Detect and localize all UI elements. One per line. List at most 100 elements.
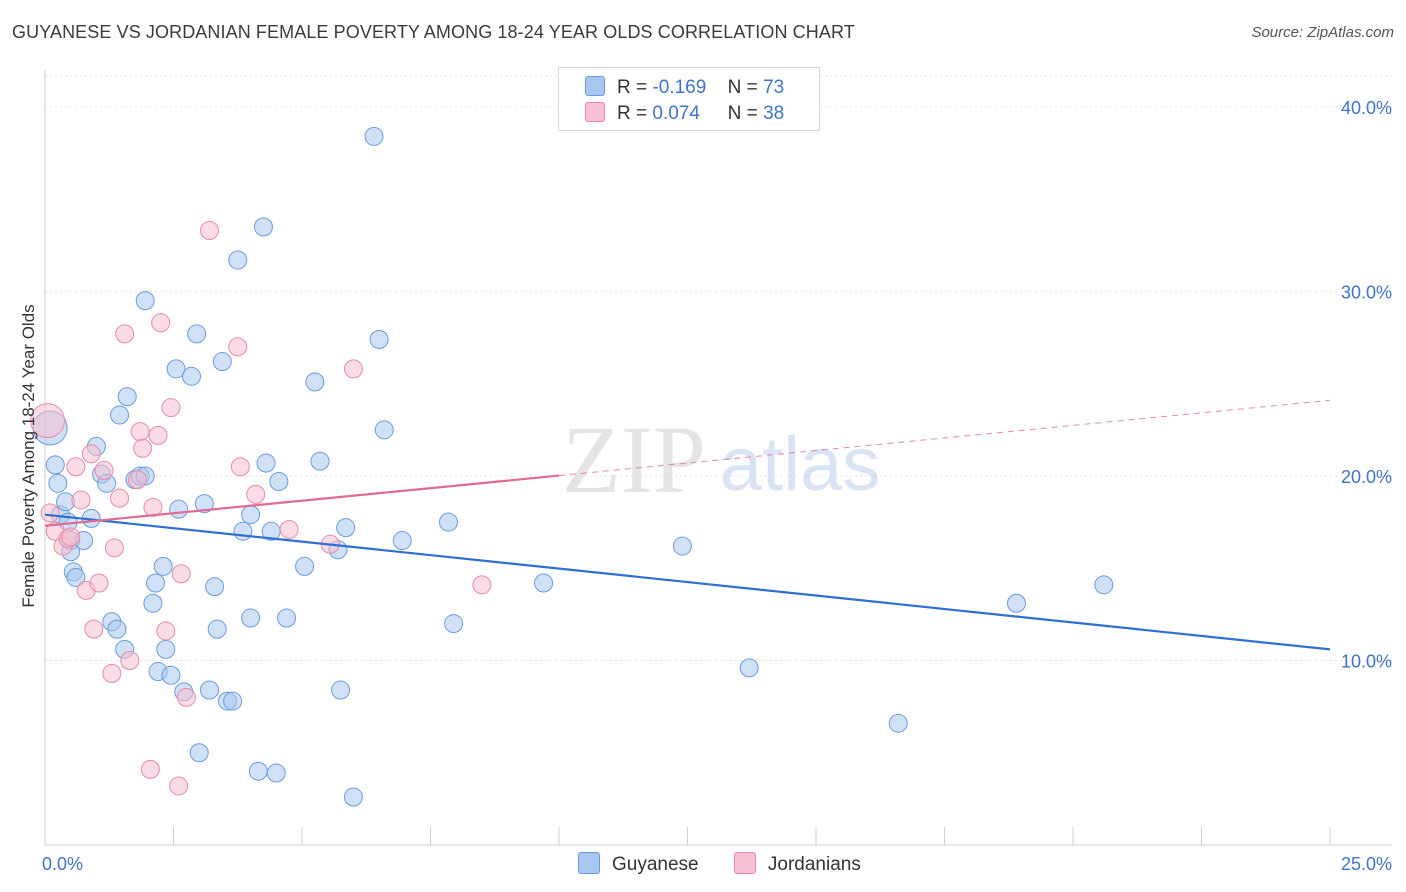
guyanese-point-9 (66, 567, 86, 587)
jordanians-point-11 (89, 573, 109, 593)
jordanians-point-17 (120, 650, 140, 670)
jordanians-point-29 (176, 687, 196, 707)
guyanese-point-27 (153, 556, 173, 576)
guyanese-point-52 (269, 471, 289, 491)
guyanese-point-30 (166, 359, 186, 379)
x-tick-label-max: 25.0% (1341, 854, 1392, 874)
y-tick-label-3: 40.0% (1341, 98, 1392, 118)
n-value-guyanese: 73 (763, 77, 785, 98)
jordanians-point-13 (102, 663, 122, 683)
guyanese-point-25 (146, 573, 166, 593)
jordanians-point-27 (169, 776, 189, 796)
guyanese-point-64 (392, 531, 412, 551)
guyanese-point-54 (295, 556, 315, 576)
jordanians-point-7 (71, 490, 91, 510)
jordanians-point-19 (130, 422, 150, 442)
series-jordanians-points (30, 221, 492, 796)
guyanese-point-31 (169, 499, 189, 519)
series-legend: Guyanese Jordanians (578, 852, 891, 876)
jordanians-point-30 (199, 221, 219, 241)
legend-label-jordanians: Jordanians (767, 854, 861, 875)
jordanians-point-23 (148, 425, 168, 445)
y-axis-label: Female Poverty Among 18-24 Year Olds (19, 304, 38, 607)
guyanese-point-66 (444, 614, 464, 634)
guyanese-point-2 (48, 473, 68, 493)
guyanese-point-72 (1094, 575, 1114, 595)
r-label: R = (617, 103, 648, 124)
jordanians-point-14 (104, 538, 124, 558)
guyanese-point-36 (194, 494, 214, 514)
guyanese-point-37 (199, 680, 219, 700)
guyanese-point-62 (369, 329, 389, 349)
jordanians-point-12 (94, 460, 114, 480)
legend-item-jordanians: Jordanians (733, 852, 861, 876)
guyanese-swatch (585, 76, 605, 96)
guyanese-point-24 (143, 593, 163, 613)
n-label: N = (727, 77, 758, 98)
jordanians-point-0 (30, 403, 66, 439)
guyanese-point-71 (1006, 593, 1026, 613)
jordanians-point-10 (84, 619, 104, 639)
y-tick-label-1: 20.0% (1341, 467, 1392, 487)
jordanians-point-25 (156, 621, 176, 641)
jordanians-point-33 (246, 484, 266, 504)
guyanese-point-19 (117, 387, 137, 407)
r-value-jordanians: 0.074 (652, 103, 700, 124)
jordanians-point-24 (151, 313, 171, 333)
guyanese-point-45 (241, 608, 261, 628)
x-tick-label-min: 0.0% (42, 854, 83, 874)
guyanese-point-1 (45, 455, 65, 475)
guyanese-point-28 (156, 639, 176, 659)
n-value-jordanians: 38 (763, 103, 785, 124)
y-tick-label-0: 10.0% (1341, 651, 1392, 671)
source-label: Source: ZipAtlas.com (1251, 24, 1394, 41)
jordanians-point-28 (171, 564, 191, 584)
jordanians-point-31 (228, 337, 248, 357)
gridlines (45, 75, 1392, 661)
jordanians-point-18 (128, 470, 148, 490)
correlation-legend: R = -0.169 N = 73 R = 0.074 N = 38 (558, 67, 820, 131)
jordanians-point-32 (230, 457, 250, 477)
guyanese-point-44 (233, 521, 253, 541)
y-tick-label-2: 30.0% (1341, 282, 1392, 302)
jordanians-trendline-dashed (558, 399, 1331, 477)
guyanese-point-59 (336, 518, 356, 538)
watermark-zip: ZIP (562, 406, 706, 513)
guyanese-point-47 (248, 761, 268, 781)
guyanese-point-48 (253, 217, 273, 237)
guyanese-point-16 (107, 619, 127, 639)
watermark-atlas: atlas (720, 422, 881, 507)
jordanians-point-6 (66, 457, 86, 477)
jordanians-swatch (733, 852, 756, 874)
jordanians-point-15 (110, 488, 130, 508)
trendlines (44, 399, 1331, 651)
guyanese-point-51 (266, 763, 286, 783)
jordanians-point-34 (279, 519, 299, 539)
guyanese-point-43 (228, 250, 248, 270)
guyanese-point-67 (534, 573, 554, 593)
r-value-guyanese: -0.169 (652, 77, 707, 98)
guyanese-swatch (578, 852, 600, 874)
guyanese-point-35 (189, 743, 209, 763)
legend-row-jordanians: R = 0.074 N = 38 (585, 102, 784, 126)
guyanese-trendline (44, 513, 1331, 651)
legend-label-guyanese: Guyanese (612, 854, 699, 875)
jordanians-swatch (585, 102, 605, 122)
chart-title: GUYANESE VS JORDANIAN FEMALE POVERTY AMO… (12, 22, 855, 42)
guyanese-point-42 (223, 691, 243, 711)
jordanians-point-1 (40, 503, 60, 523)
guyanese-point-69 (739, 658, 759, 678)
guyanese-point-33 (181, 366, 201, 386)
jordanians-point-36 (343, 359, 363, 379)
series-guyanese-points (32, 126, 1114, 807)
jordanians-point-5 (61, 527, 81, 547)
jordanians-point-20 (133, 438, 153, 458)
guyanese-point-55 (305, 372, 325, 392)
guyanese-point-49 (256, 453, 276, 473)
n-label: N = (727, 103, 758, 124)
guyanese-point-38 (205, 577, 225, 597)
guyanese-point-63 (374, 420, 394, 440)
tick-labels: 10.0% 20.0% 30.0% 40.0% 0.0% 25.0% (42, 98, 1392, 874)
guyanese-point-70 (888, 713, 908, 733)
